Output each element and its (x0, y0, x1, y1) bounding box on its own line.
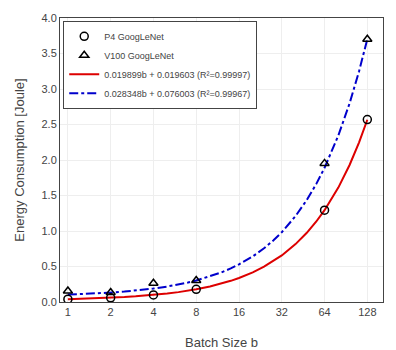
svg-text:0.019899b + 0.019603 (R²=0.999: 0.019899b + 0.019603 (R²=0.99997) (104, 70, 250, 80)
svg-text:1.5: 1.5 (42, 189, 57, 201)
svg-text:8: 8 (193, 306, 199, 318)
svg-text:3.5: 3.5 (42, 47, 57, 59)
svg-text:128: 128 (358, 306, 376, 318)
svg-text:64: 64 (318, 306, 330, 318)
svg-text:2.0: 2.0 (42, 154, 57, 166)
svg-text:Energy Consumption [Joule]: Energy Consumption [Joule] (12, 78, 27, 241)
svg-text:0.028348b + 0.076003 (R²=0.999: 0.028348b + 0.076003 (R²=0.99967) (104, 89, 250, 99)
svg-text:4.0: 4.0 (42, 12, 57, 24)
svg-text:16: 16 (233, 306, 245, 318)
svg-text:32: 32 (276, 306, 288, 318)
svg-text:0.5: 0.5 (42, 260, 57, 272)
svg-text:P4 GoogLeNet: P4 GoogLeNet (104, 32, 164, 42)
svg-text:Batch Size b: Batch Size b (185, 335, 258, 350)
svg-text:1.0: 1.0 (42, 225, 57, 237)
svg-text:1: 1 (65, 306, 71, 318)
svg-text:2.5: 2.5 (42, 118, 57, 130)
svg-text:V100 GoogLeNet: V100 GoogLeNet (104, 51, 174, 61)
svg-text:0.0: 0.0 (42, 296, 57, 308)
svg-text:4: 4 (150, 306, 156, 318)
svg-text:2: 2 (108, 306, 114, 318)
svg-text:3.0: 3.0 (42, 83, 57, 95)
